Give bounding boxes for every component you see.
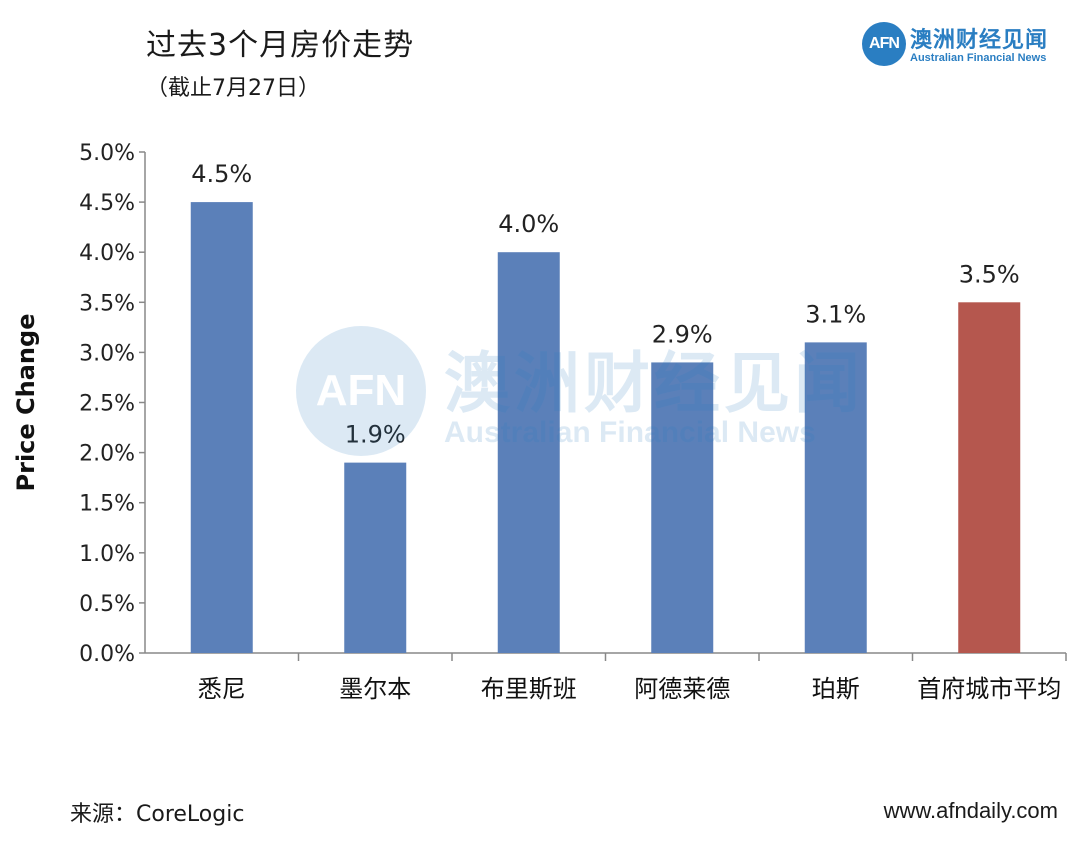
- y-tick-label: 2.0%: [79, 442, 135, 467]
- bar: [958, 302, 1021, 653]
- bar: [651, 362, 714, 653]
- brand-header: AFN 澳洲财经见闻 Australian Financial News: [862, 22, 1062, 68]
- y-tick-label: 1.5%: [79, 492, 135, 517]
- y-tick-label: 0.0%: [79, 642, 135, 667]
- bar: [497, 252, 560, 653]
- data-label: 4.0%: [498, 210, 559, 238]
- data-label: 3.5%: [959, 260, 1020, 288]
- x-tick-label: 悉尼: [198, 675, 246, 703]
- y-tick-label: 3.0%: [79, 341, 135, 366]
- website-link[interactable]: www.afndaily.com: [883, 798, 1058, 823]
- bar: [344, 462, 407, 653]
- data-label: 4.5%: [191, 160, 252, 188]
- x-tick-label: 首府城市平均: [917, 675, 1061, 703]
- y-tick-label: 4.0%: [79, 241, 135, 266]
- source-note: 来源：CoreLogic: [70, 802, 245, 827]
- y-tick-label: 2.5%: [79, 392, 135, 417]
- bar: [804, 342, 867, 653]
- y-tick-label: 0.5%: [79, 592, 135, 617]
- brand-name-cn: 澳洲财经见闻: [910, 28, 1049, 53]
- y-tick-label: 3.5%: [79, 291, 135, 316]
- chart-subtitle: （截止7月27日）: [146, 76, 320, 101]
- brand-name-en: Australian Financial News: [910, 52, 1047, 64]
- afn-logo-icon: AFN: [862, 22, 906, 66]
- x-tick-label: 墨尔本: [339, 675, 411, 703]
- y-axis-label: Price Change: [12, 314, 40, 492]
- y-tick-label: 4.5%: [79, 191, 135, 216]
- y-tick-label: 1.0%: [79, 542, 135, 567]
- x-tick-label: 阿德莱德: [634, 675, 730, 703]
- data-label: 1.9%: [345, 421, 406, 449]
- x-tick-label: 布里斯班: [481, 675, 577, 703]
- bar: [190, 202, 253, 653]
- y-tick-label: 5.0%: [79, 141, 135, 166]
- chart-title: 过去3个月房价走势: [146, 28, 415, 63]
- data-label: 2.9%: [652, 320, 713, 348]
- data-label: 3.1%: [805, 300, 866, 328]
- x-tick-label: 珀斯: [812, 675, 860, 703]
